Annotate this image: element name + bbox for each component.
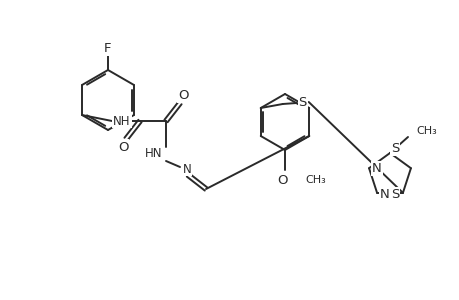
Text: CH₃: CH₃ <box>415 126 436 136</box>
Text: O: O <box>118 140 128 154</box>
Text: S: S <box>390 142 398 154</box>
Text: N: N <box>380 188 389 201</box>
Text: CH₃: CH₃ <box>304 175 325 185</box>
Text: O: O <box>277 173 288 187</box>
Text: S: S <box>390 188 398 201</box>
Text: HN: HN <box>145 146 162 160</box>
Text: N: N <box>182 163 191 176</box>
Text: O: O <box>177 88 188 101</box>
Text: F: F <box>104 41 112 55</box>
Text: S: S <box>298 95 306 109</box>
Text: NH: NH <box>113 115 130 128</box>
Text: N: N <box>371 162 381 175</box>
